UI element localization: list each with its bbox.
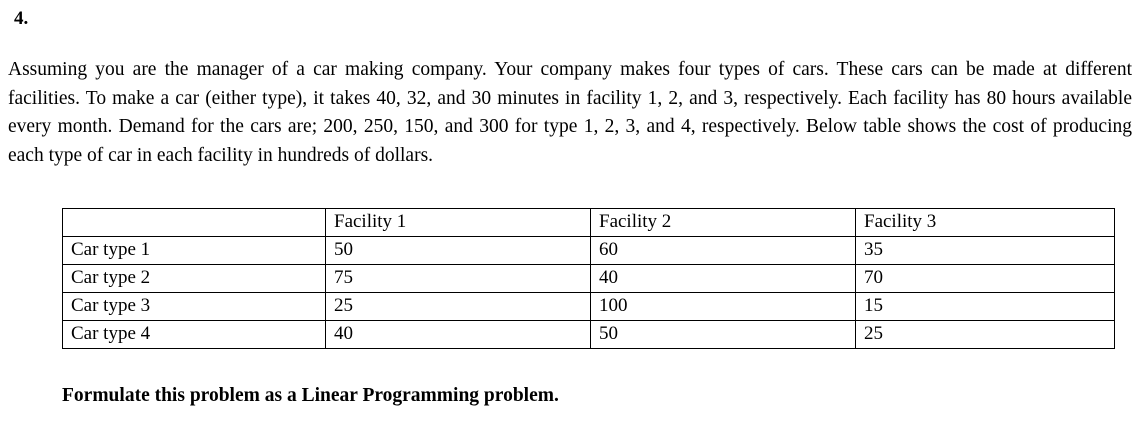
table-cell: 25 <box>855 320 1115 349</box>
table-cell: 60 <box>590 236 856 265</box>
table-cell: 100 <box>590 292 856 321</box>
table-row: Car type 2 75 40 70 <box>62 264 1115 293</box>
row-label: Car type 3 <box>62 292 326 321</box>
table-cell: 50 <box>590 320 856 349</box>
table-cell: 25 <box>325 292 591 321</box>
row-label: Car type 1 <box>62 236 326 265</box>
cost-table: Facility 1 Facility 2 Facility 3 Car typ… <box>62 208 1115 349</box>
problem-number: 4. <box>14 8 29 29</box>
row-label: Car type 2 <box>62 264 326 293</box>
table-header-row: Facility 1 Facility 2 Facility 3 <box>62 208 1115 237</box>
table-row: Car type 1 50 60 35 <box>62 236 1115 265</box>
problem-statement: Assuming you are the manager of a car ma… <box>8 59 1132 166</box>
table-cell: 35 <box>855 236 1115 265</box>
table-header-facility1: Facility 1 <box>325 208 591 237</box>
table-cell: 15 <box>855 292 1115 321</box>
table-row: Car type 4 40 50 25 <box>62 320 1115 349</box>
table-cell: 40 <box>325 320 591 349</box>
table-row: Car type 3 25 100 15 <box>62 292 1115 321</box>
table-cell: 70 <box>855 264 1115 293</box>
row-label: Car type 4 <box>62 320 326 349</box>
table-header-facility2: Facility 2 <box>590 208 856 237</box>
instruction-text: Formulate this problem as a Linear Progr… <box>62 385 559 406</box>
table-header-facility3: Facility 3 <box>855 208 1115 237</box>
table-header-empty <box>62 208 326 237</box>
table-cell: 75 <box>325 264 591 293</box>
table-cell: 40 <box>590 264 856 293</box>
table-cell: 50 <box>325 236 591 265</box>
